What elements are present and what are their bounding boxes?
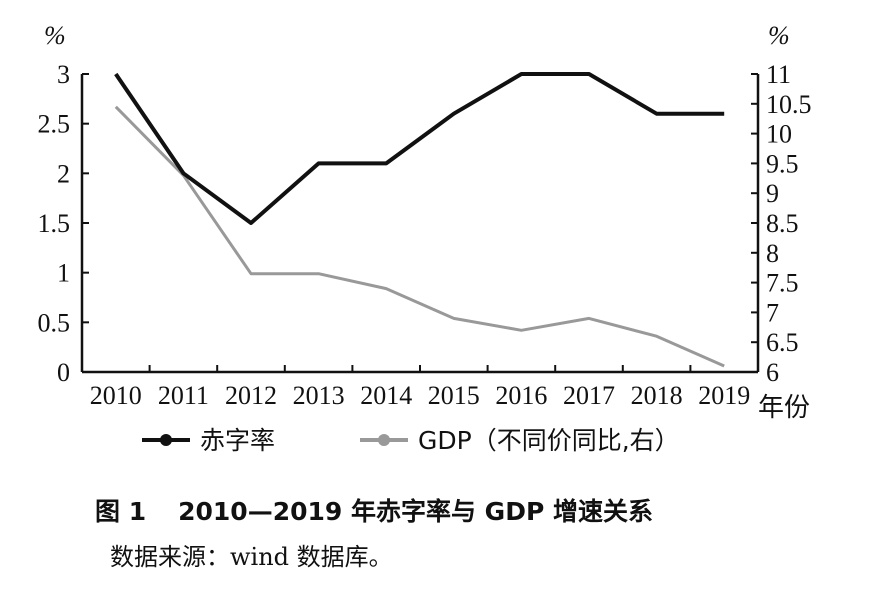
- right-tick-label: 9.5: [766, 149, 799, 178]
- plot-frame: [80, 74, 760, 374]
- left-tick-label: 0.5: [38, 308, 71, 337]
- x-tick-label: 2013: [293, 381, 345, 410]
- right-tick-label: 7: [766, 298, 779, 327]
- series-line: [114, 105, 725, 368]
- x-axis-ticks: 2010 2011 2012 2013 2014 2015 2016 2017 2018 2019: [81, 365, 759, 410]
- x-tick-label: 2019: [698, 381, 750, 410]
- left-axis-ticks: 0 0.5 1 1.5 2 2.5 3: [38, 60, 89, 387]
- series-layer: [114, 72, 725, 368]
- legend: 赤字率 GDP（不同价同比,右）: [142, 426, 680, 455]
- x-tick-label: 2011: [158, 381, 209, 410]
- figure-caption: 图 1 2010—2019 年赤字率与 GDP 增速关系: [95, 492, 653, 528]
- right-tick-label: 6: [766, 358, 779, 387]
- left-axis-unit: %: [44, 21, 66, 50]
- x-tick-label: 2010: [90, 381, 142, 410]
- right-axis-unit: %: [768, 21, 790, 50]
- legend-label: 赤字率: [200, 426, 275, 455]
- x-axis-label: 年份: [758, 393, 810, 422]
- legend-marker: [378, 434, 390, 446]
- left-tick-label: 1.5: [38, 209, 71, 238]
- left-tick-label: 3: [57, 60, 70, 89]
- x-tick-label: 2018: [631, 381, 683, 410]
- x-tick-label: 2015: [428, 381, 480, 410]
- left-tick-label: 2: [57, 159, 70, 188]
- right-tick-label: 8.5: [766, 209, 799, 238]
- caption-title: 2010—2019 年赤字率与 GDP 增速关系: [178, 497, 653, 526]
- right-tick-label: 7.5: [766, 269, 799, 298]
- right-tick-label: 8: [766, 239, 779, 268]
- right-tick-label: 6.5: [766, 328, 799, 357]
- x-tick-label: 2014: [360, 381, 412, 410]
- right-tick-label: 10.5: [766, 90, 812, 119]
- right-tick-label: 9: [766, 179, 779, 208]
- legend-label: GDP（不同价同比,右）: [418, 426, 680, 455]
- left-tick-label: 0: [57, 358, 70, 387]
- series-line: [114, 72, 725, 225]
- caption-number: 图 1: [95, 497, 147, 526]
- right-tick-label: 10: [766, 120, 792, 149]
- right-tick-label: 11: [766, 60, 791, 89]
- left-tick-label: 1: [57, 259, 70, 288]
- x-tick-label: 2017: [563, 381, 615, 410]
- x-tick-label: 2012: [225, 381, 277, 410]
- left-tick-label: 2.5: [38, 110, 71, 139]
- source-note: 数据来源：wind 数据库。: [110, 543, 393, 571]
- legend-marker: [160, 434, 172, 446]
- x-tick-label: 2016: [495, 381, 547, 410]
